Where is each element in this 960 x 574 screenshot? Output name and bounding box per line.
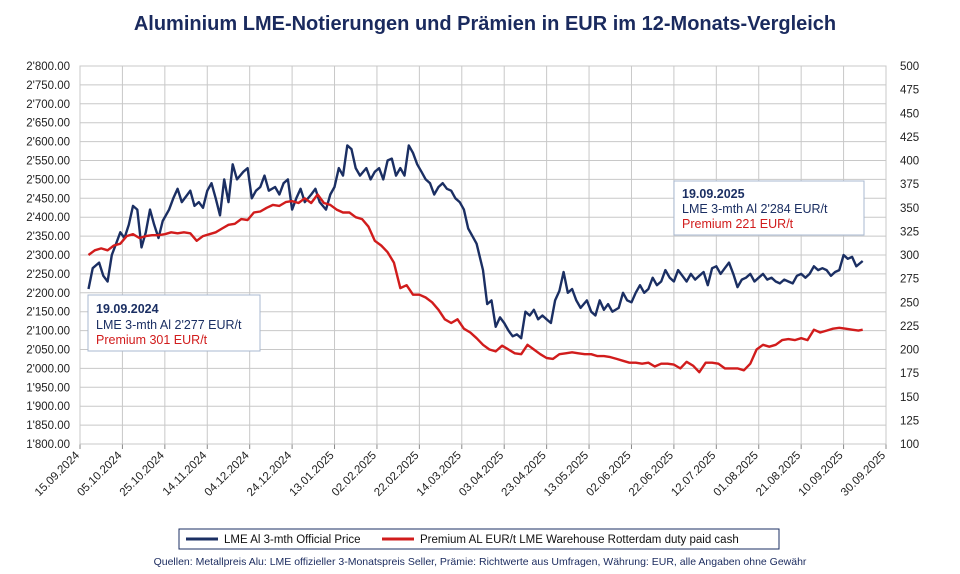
right-axis-ticks: 100 125 150 175 200 225 250 275 300 325 350 375 400 4… [900,61,919,451]
y-left-tick-label: 2'450.00 [26,193,70,205]
x-tick-label: 22.02.2025 [372,450,421,499]
y-left-tick-label: 2'750.00 [26,80,70,92]
x-tick-label: 21.08.2025 [754,450,803,499]
y-left-tick-label: 2'150.00 [26,307,70,319]
chart-title: Aluminium LME-Notierungen und Prämien in… [134,13,836,35]
plot-area-border [79,65,887,445]
annotation-current-date: 19.09.2025 [682,187,745,201]
x-tick-label: 25.10.2024 [118,449,168,499]
y-right-tick-label: 150 [900,392,919,404]
y-right-tick-label: 475 [900,85,919,97]
annotation-current: 19.09.2025 LME 3-mth Al 2'284 EUR/t Prem… [673,180,865,236]
y-right-tick-label: 425 [900,132,919,144]
y-right-tick-label: 325 [900,226,919,238]
y-left-tick-label: 2'700.00 [26,99,70,111]
annotation-previous-lme: LME 3-mth Al 2'277 EUR/t [96,318,242,332]
series-line-premium [87,193,863,374]
y-right-tick-label: 450 [900,108,919,120]
y-left-tick-label: 2'300.00 [26,250,70,262]
y-left-tick-label: 2'500.00 [26,174,70,186]
x-tick-label: 30.09.2025 [839,450,888,499]
y-left-tick-label: 2'650.00 [26,118,70,130]
y-left-tick-label: 2'400.00 [26,212,70,224]
x-tick-label: 22.06.2025 [627,450,676,499]
y-left-tick-label: 2'050.00 [26,345,70,357]
y-left-tick-label: 2'350.00 [26,231,70,243]
annotation-previous-date: 19.09.2024 [96,302,159,316]
y-left-tick-label: 2'250.00 [26,269,70,281]
annotation-current-box [673,180,865,236]
y-left-tick-label: 1'950.00 [26,382,70,394]
y-right-tick-label: 225 [900,321,919,333]
y-right-tick-label: 275 [900,274,919,286]
x-tick-label: 12.07.2025 [669,450,718,499]
series-line-lme [87,144,864,340]
x-tick-label: 23.04.2025 [500,450,549,499]
y-left-tick-label: 2'100.00 [26,326,70,338]
series [87,144,864,374]
y-right-tick-label: 175 [900,368,919,380]
y-left-tick-label: 1'900.00 [26,401,70,413]
annotation-previous-box [87,294,261,352]
y-right-tick-label: 125 [900,415,919,427]
annotation-current-lme: LME 3-mth Al 2'284 EUR/t [682,202,828,216]
x-tick-label: 10.09.2025 [797,450,846,499]
y-left-tick-label: 1'800.00 [26,439,70,451]
y-right-tick-label: 375 [900,179,919,191]
x-tick-label: 03.04.2025 [457,450,506,499]
x-tick-label: 14.03.2025 [415,450,464,499]
legend-box [178,528,780,550]
grid [79,65,887,445]
left-axis-ticks: 1'800.00 1'850.00 1'900.00 1'950.00 2'000.00… [26,61,70,451]
x-tick-label: 13.01.2025 [287,450,336,499]
y-right-tick-label: 300 [900,250,919,262]
annotation-current-premium: Premium 221 EUR/t [682,217,794,231]
y-left-tick-label: 2'600.00 [26,137,70,149]
x-tick-label: 13.05.2025 [542,450,591,499]
source-note: Quellen: Metallpreis Alu: LME offizielle… [154,556,807,568]
y-left-tick-label: 2'200.00 [26,288,70,300]
y-left-tick-label: 2'550.00 [26,156,70,168]
y-left-tick-label: 1'850.00 [26,420,70,432]
y-left-tick-label: 2'800.00 [26,61,70,73]
y-right-tick-label: 500 [900,61,919,73]
legend-label-premium: Premium AL EUR/t LME Warehouse Rotterdam… [420,534,739,546]
y-right-tick-label: 100 [900,439,919,451]
x-tick-label: 02.02.2025 [330,450,379,499]
y-right-tick-label: 400 [900,156,919,168]
y-right-tick-label: 200 [900,345,919,357]
legend-label-lme: LME Al 3-mth Official Price [224,534,361,546]
legend: LME Al 3-mth Official Price Premium AL E… [178,528,780,550]
x-tick-label: 02.06.2025 [584,450,633,499]
x-axis-ticks: 15.09.202405.10.202425.10.202414.11.2024… [33,444,888,499]
y-left-tick-label: 2'000.00 [26,363,70,375]
y-right-tick-label: 350 [900,203,919,215]
annotation-previous: 19.09.2024 LME 3-mth Al 2'277 EUR/t Prem… [87,294,261,352]
y-right-tick-label: 250 [900,297,919,309]
x-tick-label: 01.08.2025 [712,450,761,499]
annotation-previous-premium: Premium 301 EUR/t [96,333,208,347]
